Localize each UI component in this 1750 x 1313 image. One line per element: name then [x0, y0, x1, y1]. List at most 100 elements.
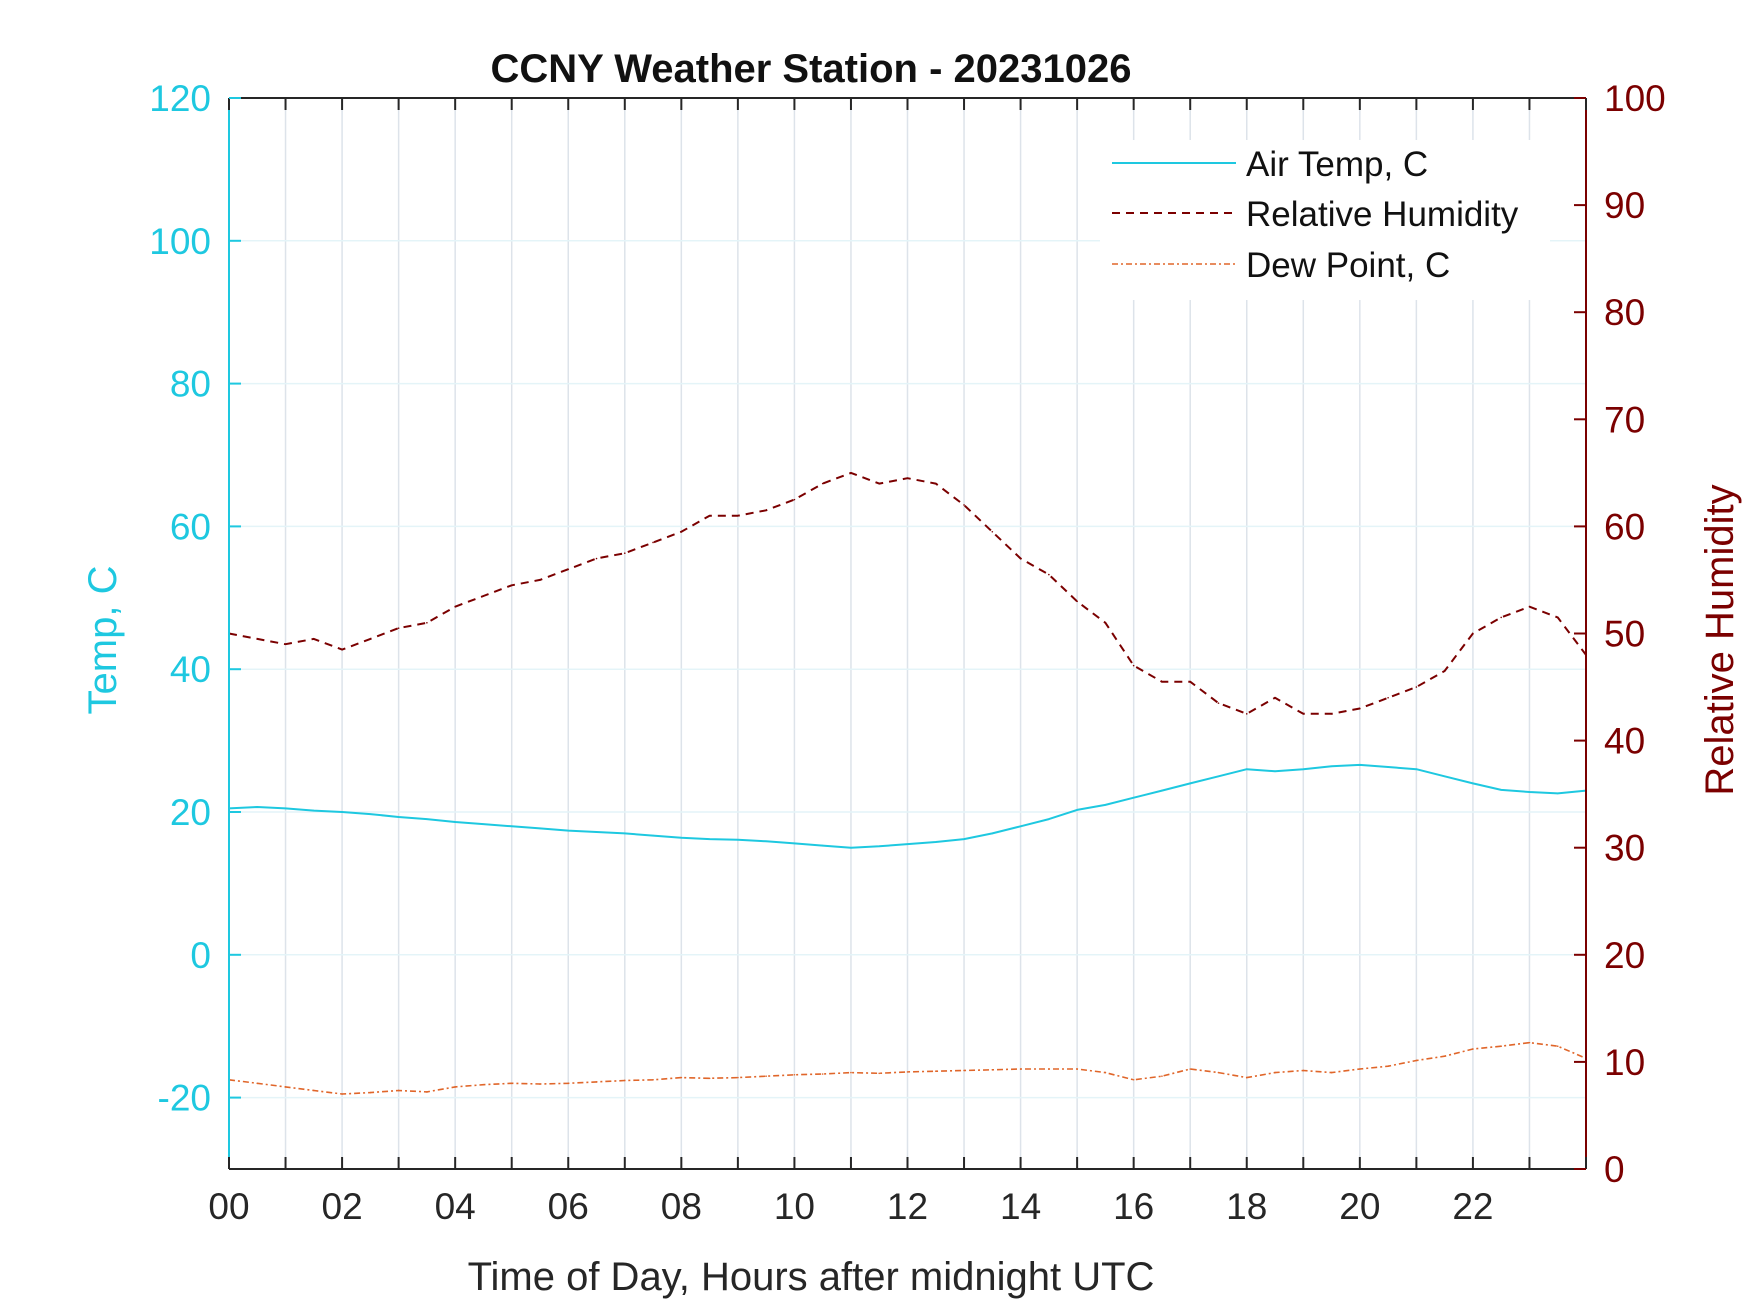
data-point-dew-point: [369, 1091, 372, 1094]
data-point-relative-humidity: [1500, 616, 1502, 619]
data-point-dew-point: [1217, 1071, 1220, 1074]
data-point-relative-humidity: [821, 482, 824, 485]
data-point-relative-humidity: [906, 477, 909, 480]
data-point-air-temp: [708, 838, 711, 840]
data-point-dew-point: [1019, 1068, 1022, 1070]
y-right-tick-label: 70: [1604, 399, 1645, 440]
data-point-dew-point: [821, 1073, 824, 1075]
data-point-relative-humidity: [397, 627, 400, 629]
data-point-air-temp: [341, 811, 343, 813]
data-point-dew-point: [906, 1071, 909, 1073]
y-right-tick-label: 90: [1604, 185, 1645, 226]
data-point-air-temp: [1104, 804, 1107, 806]
data-point-relative-humidity: [1245, 713, 1248, 715]
x-tick-label: 16: [1113, 1186, 1154, 1227]
data-point-dew-point: [1415, 1059, 1418, 1062]
y-axis-label-right: Relative Humidity: [1698, 484, 1742, 795]
y-left-tick-label: 20: [170, 792, 211, 833]
legend-label-humidity: Relative Humidity: [1246, 195, 1519, 234]
data-point-air-temp: [737, 839, 739, 841]
data-point-air-temp: [1330, 765, 1333, 768]
data-point-air-temp: [680, 836, 683, 839]
y-right-tick-label: 0: [1604, 1149, 1625, 1190]
y-right-tick-label: 40: [1604, 721, 1645, 762]
x-tick-label: 18: [1226, 1186, 1267, 1227]
data-point-dew-point: [256, 1082, 259, 1085]
data-point-air-temp: [1076, 809, 1078, 811]
data-point-relative-humidity: [878, 482, 881, 485]
data-point-dew-point: [1245, 1076, 1248, 1079]
data-point-air-temp: [284, 807, 287, 810]
data-point-air-temp: [850, 846, 852, 849]
y-right-tick-label: 50: [1604, 614, 1645, 655]
data-point-relative-humidity: [680, 530, 683, 533]
data-point-air-temp: [821, 844, 824, 847]
data-point-dew-point: [510, 1082, 513, 1085]
data-point-dew-point: [708, 1077, 711, 1080]
data-point-air-temp: [906, 843, 909, 845]
data-point-relative-humidity: [1217, 702, 1220, 704]
y-left-tick-label: 0: [190, 935, 211, 976]
data-point-relative-humidity: [595, 557, 598, 560]
data-point-relative-humidity: [765, 509, 767, 512]
data-point-air-temp: [1274, 770, 1276, 773]
data-point-air-temp: [1189, 782, 1192, 785]
x-tick-label: 22: [1452, 1186, 1493, 1227]
data-point-air-temp: [256, 806, 259, 808]
data-point-air-temp: [1556, 792, 1559, 795]
data-point-dew-point: [1472, 1048, 1474, 1050]
data-point-air-temp: [991, 832, 994, 835]
tick-labels: 00 02 04 06 08 10 12 14 16 18 20 22-200204060801001…: [149, 78, 1665, 1227]
data-point-air-temp: [1528, 791, 1531, 793]
data-point-dew-point: [680, 1076, 683, 1079]
data-point-relative-humidity: [1330, 713, 1333, 715]
data-point-air-temp: [1217, 775, 1220, 778]
data-point-relative-humidity: [454, 605, 456, 608]
y-left-tick-label: 80: [170, 364, 211, 405]
data-point-air-temp: [454, 821, 456, 823]
x-tick-label: 04: [435, 1186, 476, 1227]
data-point-relative-humidity: [1528, 605, 1531, 608]
data-point-air-temp: [539, 827, 541, 830]
data-point-relative-humidity: [708, 514, 711, 517]
legend-label-temp: Air Temp, C: [1246, 145, 1428, 184]
data-point-dew-point: [850, 1071, 852, 1074]
data-point-relative-humidity: [737, 514, 739, 517]
data-point-dew-point: [1104, 1071, 1107, 1074]
legend-box: [1100, 140, 1550, 300]
data-point-dew-point: [1556, 1045, 1559, 1047]
data-point-dew-point: [623, 1079, 626, 1082]
data-point-dew-point: [737, 1076, 739, 1079]
data-point-air-temp: [1048, 818, 1050, 820]
data-point-dew-point: [313, 1089, 315, 1092]
y-left-tick-label: -20: [158, 1078, 211, 1119]
data-point-air-temp: [510, 825, 513, 828]
x-tick-label: 00: [208, 1186, 249, 1227]
data-point-relative-humidity: [963, 504, 965, 506]
data-point-dew-point: [793, 1073, 796, 1076]
data-point-relative-humidity: [284, 643, 287, 646]
data-point-relative-humidity: [1019, 557, 1022, 560]
data-point-dew-point: [934, 1070, 937, 1072]
data-point-dew-point: [567, 1082, 570, 1085]
data-point-air-temp: [1132, 796, 1135, 799]
data-point-air-temp: [623, 832, 626, 835]
data-point-dew-point: [341, 1093, 343, 1095]
data-point-air-temp: [963, 838, 965, 840]
x-tick-label: 02: [322, 1186, 363, 1227]
y-right-tick-label: 60: [1604, 506, 1645, 547]
data-point-dew-point: [482, 1083, 485, 1086]
data-point-relative-humidity: [1415, 686, 1418, 688]
data-point-air-temp: [567, 829, 570, 832]
x-tick-label: 12: [887, 1186, 928, 1227]
x-tick-label: 14: [1000, 1186, 1041, 1227]
data-point-relative-humidity: [1132, 664, 1135, 667]
data-point-air-temp: [1302, 768, 1305, 770]
y-right-tick-label: 80: [1604, 292, 1645, 333]
data-point-dew-point: [1302, 1069, 1305, 1072]
axes: [228, 97, 1587, 1170]
data-point-dew-point: [963, 1069, 965, 1072]
data-point-relative-humidity: [539, 579, 541, 581]
data-point-relative-humidity: [510, 584, 513, 587]
data-point-air-temp: [878, 845, 881, 848]
